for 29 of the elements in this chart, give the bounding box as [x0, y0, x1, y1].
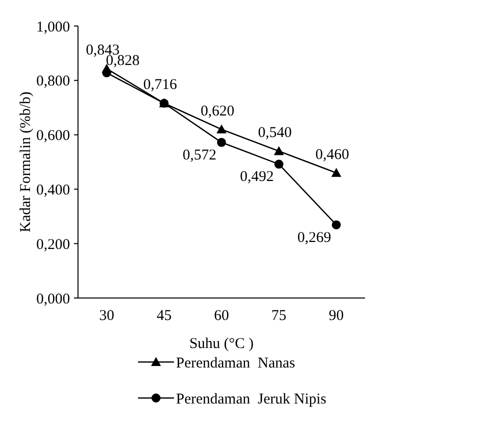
y-tick-label: 0,000: [36, 291, 70, 308]
data-label: 0,269: [297, 230, 332, 246]
data-label: 0,460: [315, 146, 350, 163]
y-tick-label: 0,200: [36, 236, 70, 253]
point: [217, 138, 226, 147]
y-tick-label: 0,800: [36, 74, 70, 90]
x-axis-title: Suhu (°C ): [189, 336, 254, 352]
y-tick-label: 0,400: [36, 182, 70, 198]
point: [216, 124, 226, 134]
legend-label: Perendaman Nanas: [176, 355, 296, 372]
data-label: 0,620: [200, 103, 234, 120]
x-tick-label: 30: [99, 308, 114, 324]
point: [332, 220, 341, 230]
point: [274, 160, 284, 169]
x-tick-label: 45: [156, 308, 172, 324]
x-tick-label: 90: [328, 308, 344, 324]
point: [102, 68, 112, 78]
data-label: 0,492: [240, 169, 274, 186]
y-tick-label: 1,000: [36, 19, 70, 36]
x-tick-label: 60: [214, 308, 229, 324]
data-label: 0,572: [182, 147, 216, 164]
data-label: 0,540: [258, 125, 292, 142]
y-tick-label: 0,600: [36, 128, 70, 144]
data-label: 0,716: [143, 77, 178, 94]
point: [274, 146, 284, 156]
legend-label: Perendaman Jeruk Nipis: [176, 391, 327, 408]
point: [331, 168, 342, 177]
y-axis-title: Kadar Formalin (%b/b): [18, 92, 34, 232]
x-tick-label: 75: [271, 308, 286, 324]
